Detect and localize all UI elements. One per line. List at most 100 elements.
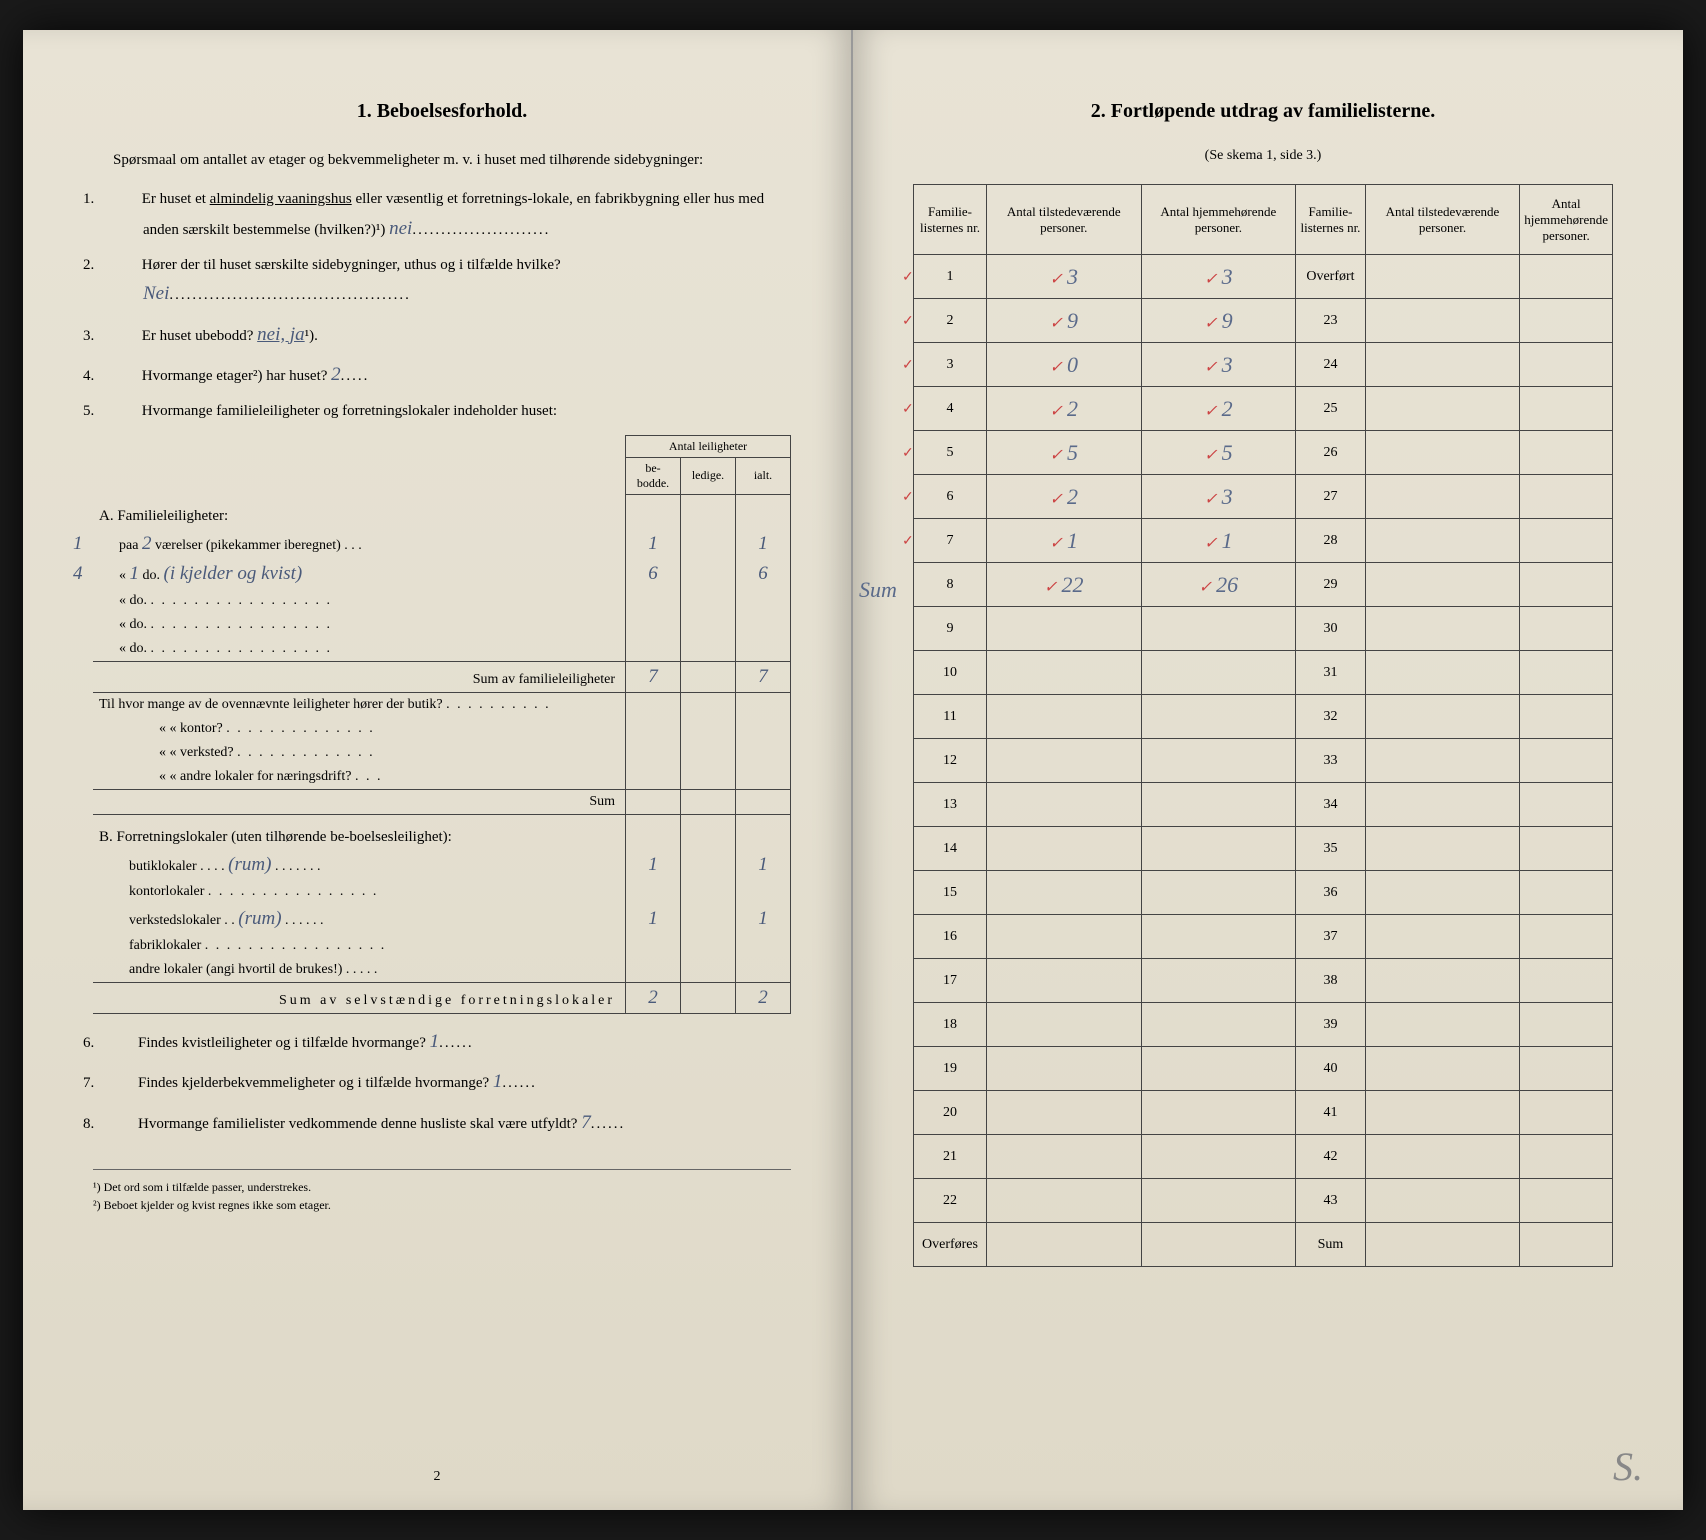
a1-rooms: 2 — [142, 533, 152, 554]
check-mark: ✓ — [1204, 447, 1217, 464]
table-row: ✓1✓3✓3Overført — [914, 255, 1613, 299]
row-number-right: 24 — [1296, 343, 1365, 387]
check-mark: ✓ — [1050, 491, 1063, 508]
question-8: 8.Hvormange familielister vedkommende de… — [143, 1107, 791, 1139]
tick-mark: ✓ — [902, 533, 914, 550]
row-number-left: 19 — [943, 1061, 957, 1076]
q3-post: ¹). — [305, 328, 318, 344]
row-number-right: 30 — [1296, 607, 1365, 651]
row-a3: « do. . . . . . . . . . . . . . . . . . — [93, 589, 791, 613]
footer-overføres: Overføres — [914, 1223, 987, 1267]
value-present: 1 — [1067, 528, 1078, 553]
row-number-right: 41 — [1296, 1091, 1365, 1135]
butik-verksted: « « verksted? . . . . . . . . . . . . . — [93, 741, 791, 765]
left-page: 1. Beboelsesforhold. Spørsmaal om antall… — [23, 30, 853, 1510]
question-2: 2. Hører der til huset særskilte sidebyg… — [143, 253, 791, 311]
table-row: 1435 — [914, 827, 1613, 871]
row-number-right: 40 — [1296, 1047, 1365, 1091]
value-home: 1 — [1222, 528, 1233, 553]
table-row: 930 — [914, 607, 1613, 651]
value-home: 3 — [1222, 484, 1233, 509]
row-number-left: 11 — [943, 709, 956, 724]
fh-3: Familie- listernes nr. — [1296, 185, 1365, 255]
dotted-line: ........................ — [412, 222, 550, 238]
table-row: ✓3✓0✓324 — [914, 343, 1613, 387]
check-mark: ✓ — [1204, 403, 1217, 420]
table-row: ✓7✓1✓128 — [914, 519, 1613, 563]
apartments-table: Antal leiligheter be- bodde. ledige. ial… — [93, 435, 791, 1015]
row-number-left: 5 — [946, 445, 953, 460]
row-number-right: 36 — [1296, 871, 1365, 915]
value-home: 26 — [1216, 572, 1238, 597]
a2-v1: 6 — [648, 563, 658, 584]
check-mark: ✓ — [1050, 535, 1063, 552]
q5-text: Hvormange familieleiligheter og forretni… — [142, 403, 557, 419]
row-number-right: Overført — [1296, 255, 1365, 299]
right-subtitle: (Se skema 1, side 3.) — [913, 148, 1613, 164]
table-header-row: Antal leiligheter — [93, 435, 791, 457]
check-mark: ✓ — [1044, 579, 1057, 596]
q2-answer: Nei — [143, 283, 169, 304]
dotted-line: ........................................… — [169, 287, 411, 303]
value-present: 3 — [1067, 264, 1078, 289]
butik-andre: « « andre lokaler for næringsdrift? . . … — [93, 765, 791, 790]
sum-a-label: Sum av familieleiligheter — [93, 662, 626, 693]
table-row: 12 33 — [914, 739, 1613, 783]
row-b3: verkstedslokaler . . (rum) . . . . . . 1… — [93, 904, 791, 934]
a3-text: « do. — [119, 593, 147, 608]
row-number-right: 38 — [1296, 959, 1365, 1003]
fh-0: Familie- listernes nr. — [914, 185, 987, 255]
q4-answer: 2 — [331, 364, 341, 385]
row-a5: « do. . . . . . . . . . . . . . . . . . — [93, 637, 791, 662]
value-present: 5 — [1067, 440, 1078, 465]
row-number-right: 25 — [1296, 387, 1365, 431]
footnote-2: ²) Beboet kjelder og kvist regnes ikke s… — [93, 1196, 791, 1214]
sum-butik-row: Sum — [93, 790, 791, 815]
row-a4: « do. . . . . . . . . . . . . . . . . . — [93, 613, 791, 637]
b1-text: butiklokaler — [129, 859, 197, 874]
row-number-right: 33 — [1296, 739, 1365, 783]
table-row: ✓2✓9✓923 — [914, 299, 1613, 343]
signature-mark: S. — [1613, 1443, 1643, 1490]
q8-answer: 7 — [581, 1112, 591, 1133]
fh-2: Antal hjemmehørende personer. — [1141, 185, 1296, 255]
check-mark: ✓ — [1050, 315, 1063, 332]
row-number-left: 22 — [943, 1193, 957, 1208]
q3-options: nei, ja — [257, 324, 305, 345]
tick-mark: ✓ — [902, 401, 914, 418]
row-number-right: 34 — [1296, 783, 1365, 827]
q6-text: Findes kvistleiligheter og i tilfælde hv… — [138, 1035, 426, 1051]
check-mark: ✓ — [1204, 359, 1217, 376]
b1-v1: 1 — [648, 854, 658, 875]
row-number-right: 39 — [1296, 1003, 1365, 1047]
q1-pre: Er huset et — [142, 191, 210, 207]
table-row: 1738 — [914, 959, 1613, 1003]
col-ialt: ialt. — [736, 457, 791, 494]
question-7: 7.Findes kjelderbekvemmeligheter og i ti… — [143, 1066, 791, 1098]
value-home: 9 — [1222, 308, 1233, 333]
check-mark: ✓ — [1050, 447, 1063, 464]
value-present: 22 — [1061, 572, 1083, 597]
sum-label: Sum — [859, 577, 897, 603]
row-number-left: 15 — [943, 885, 957, 900]
section-a-label: A. Familieleiligheter: — [99, 508, 619, 525]
tick-mark: ✓ — [902, 445, 914, 462]
table-row: 2142 — [914, 1135, 1613, 1179]
fh-5: Antal hjemmehørende personer. — [1520, 185, 1613, 255]
table-row: 1031 — [914, 651, 1613, 695]
row-number-left: 3 — [946, 357, 953, 372]
table-header: Antal leiligheter — [626, 435, 791, 457]
fh-4: Antal tilstedeværende personer. — [1365, 185, 1520, 255]
question-1: 1. Er huset et almindelig vaaningshus el… — [143, 187, 791, 245]
butik-1: « « kontor? — [159, 721, 223, 736]
q1-answer: nei — [389, 218, 412, 239]
footnote-1: ¹) Det ord som i tilfælde passer, unders… — [93, 1178, 791, 1196]
table-row: 2243 — [914, 1179, 1613, 1223]
q7-text: Findes kjelderbekvemmeligheter og i tilf… — [138, 1075, 489, 1091]
row-number-left: 10 — [943, 665, 957, 680]
row-b5: andre lokaler (angi hvortil de brukes!) … — [93, 958, 791, 983]
row-number-left: 12 — [943, 753, 957, 768]
sum-label: Sum — [93, 790, 626, 815]
row-number-left: 16 — [943, 929, 957, 944]
butik-3: « « andre lokaler for næringsdrift? — [159, 769, 351, 784]
